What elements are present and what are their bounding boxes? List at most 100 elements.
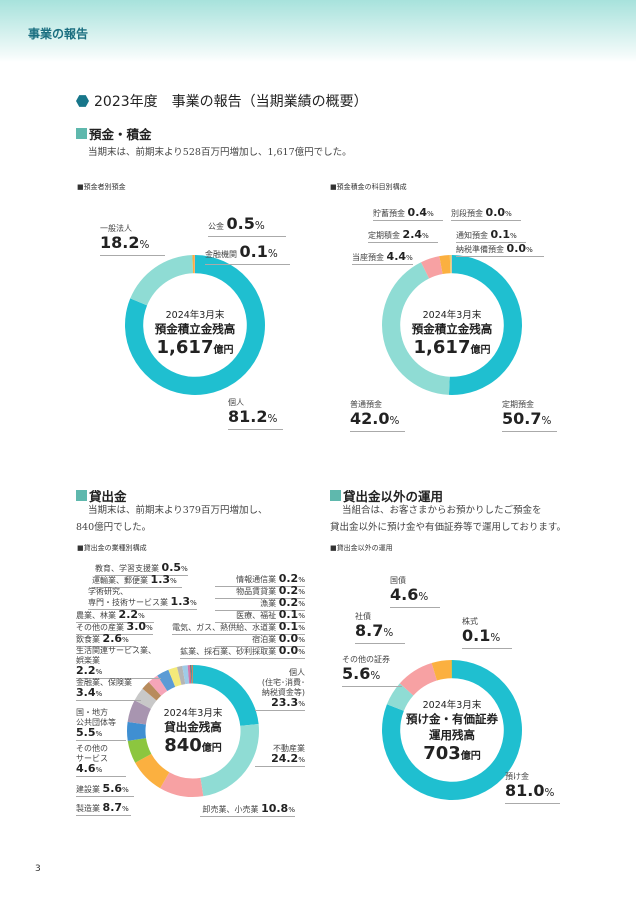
- donut-center: 2024年3月末 預金積立金残高 1,617億円: [411, 310, 493, 358]
- label-value: 0.0%: [506, 242, 533, 255]
- label-name: 農業、林業: [76, 611, 116, 620]
- label-name: 漁業: [260, 599, 277, 608]
- label-name: 不動産業: [273, 744, 305, 753]
- chart-label: 当座預金 4.4%: [352, 250, 413, 265]
- donut-slice: [157, 669, 176, 692]
- chart-label: 生活関連サービス業、 娯楽業 2.2%: [76, 646, 161, 679]
- donut-slice: [448, 255, 522, 395]
- donut-slice: [168, 666, 182, 687]
- label-value: 42.0%: [350, 409, 400, 428]
- label-name: 普通預金: [350, 400, 382, 409]
- label-value: 0.2%: [278, 572, 305, 585]
- chart-label: 教育、学習支援業 0.5%: [95, 562, 188, 576]
- label-name: 卸売業、小売業: [202, 805, 259, 814]
- chart-label: 定期積金 2.4%: [368, 228, 438, 243]
- label-name: 一般法人: [100, 224, 132, 233]
- donut-slice: [421, 256, 443, 279]
- header-title: 事業の報告: [28, 27, 89, 41]
- label-value: 8.7%: [355, 621, 394, 640]
- chart-subtitle: ■預金積金の科目別構成: [330, 183, 407, 191]
- label-value: 0.1%: [239, 242, 278, 261]
- chart-label: その他の産業 3.0%: [76, 621, 153, 635]
- chart-label: 国債 4.6%: [390, 576, 440, 608]
- label-value: 0.0%: [278, 632, 305, 645]
- donut-slice: [142, 682, 162, 701]
- label-name: 物品賃貸業: [236, 587, 277, 596]
- chart-label: 製造業 8.7%: [76, 801, 131, 816]
- label-name: 株式: [462, 617, 478, 626]
- donut-slice: [187, 665, 191, 684]
- donut-slice: [176, 665, 186, 685]
- label-value: 81.0%: [505, 781, 555, 800]
- donut-chart-deposit-types: [382, 255, 522, 395]
- donut-slice: [189, 665, 192, 684]
- chart-label: 国・地方 公共団体等 5.5%: [76, 708, 126, 741]
- donut-slice: [382, 262, 450, 395]
- chart-label: 公金 0.5%: [208, 215, 286, 237]
- label-name: 運輸業、郵便業: [92, 576, 148, 585]
- chart-label: 物品賃貸業 0.2%: [215, 585, 305, 599]
- label-value: 0.1%: [462, 626, 501, 645]
- chart-label: 一般法人 18.2%: [100, 224, 165, 256]
- donut-slice: [399, 663, 437, 696]
- label-value: 4.4%: [386, 250, 413, 263]
- chart-label: 金融業、保険業 3.4%: [76, 678, 141, 701]
- label-name: 定期預金: [502, 400, 534, 409]
- chart-label: 情報通信業 0.2%: [215, 572, 305, 587]
- chart-label: 貯蓄預金 0.4%: [373, 207, 443, 221]
- label-name: 預け金: [505, 772, 529, 781]
- label-value: 1.3%: [150, 573, 177, 586]
- chart-label: 不動産業 24.2%: [255, 744, 305, 767]
- page-title: 2023年度 事業の報告（当期業績の概要）: [76, 91, 368, 111]
- section-heading-deposits: 預金・積金: [76, 124, 152, 143]
- chart-label: 納税準備預金 0.0%: [456, 242, 544, 257]
- chart-label: 電気、ガス、熱供給、水道業 0.1%: [172, 620, 305, 635]
- label-name: 社債: [355, 612, 371, 621]
- label-value: 23.3%: [271, 696, 305, 709]
- chart-label: 建設業 5.6%: [76, 782, 134, 797]
- label-name: 生活関連サービス業、 娯楽業: [76, 646, 156, 665]
- chart-label: 農業、林業 2.2%: [76, 609, 154, 623]
- donut-slice: [190, 665, 192, 684]
- donut-slice: [127, 721, 147, 741]
- page-title-text: 2023年度 事業の報告（当期業績の概要）: [94, 94, 368, 110]
- heading-text: 貸出金以外の運用: [343, 489, 444, 504]
- label-value: 0.1%: [278, 620, 305, 633]
- chart-label: 鉱業、採石業、砂利採取業 0.0%: [180, 645, 305, 659]
- donut-slice: [439, 255, 451, 275]
- chart-label: 個人 81.2%: [228, 398, 283, 430]
- donut-slice: [431, 660, 452, 681]
- donut-slice: [130, 255, 194, 306]
- label-name: 医療、福祉: [236, 611, 277, 620]
- chart-label: 飲食業 2.6%: [76, 633, 136, 647]
- chart-label: 預け金 81.0%: [505, 772, 560, 804]
- label-value: 8.7%: [102, 801, 129, 814]
- label-value: 18.2%: [100, 233, 150, 252]
- donut-chart-loan-industries: [127, 665, 259, 797]
- loans-text: 840億円でした。: [76, 522, 152, 533]
- chart-label: 株式 0.1%: [462, 617, 512, 649]
- label-value: 2.4%: [402, 228, 429, 241]
- label-name: 別段預金: [451, 209, 483, 218]
- donut-slice: [134, 688, 157, 709]
- label-name: 当座預金: [352, 253, 384, 262]
- chart-subtitle: ■貸出金以外の運用: [330, 544, 393, 552]
- section-heading-loans: 貸出金: [76, 486, 127, 505]
- label-value: 0.1%: [490, 228, 517, 241]
- label-name: 電気、ガス、熱供給、水道業: [172, 623, 277, 632]
- donut-slice: [200, 723, 259, 797]
- label-value: 5.6%: [102, 782, 129, 795]
- donut-slice: [193, 665, 259, 726]
- label-name: 宿泊業: [252, 635, 277, 644]
- donut-chart-investments: [382, 660, 522, 800]
- square-icon: [330, 490, 341, 501]
- label-value: 4.6%: [76, 762, 103, 775]
- label-value: 10.8%: [261, 802, 295, 815]
- donut-center: 2024年3月末 預金積立金残高 1,617億円: [154, 310, 236, 358]
- section-heading-investments: 貸出金以外の運用: [330, 486, 443, 505]
- chart-label: 学術研究、 専門・技術サービス業 1.3%: [88, 587, 197, 610]
- label-name: 定期積金: [368, 231, 400, 240]
- label-name: 製造業: [76, 804, 100, 813]
- label-name: 国債: [390, 576, 406, 585]
- donut-slice: [191, 665, 193, 684]
